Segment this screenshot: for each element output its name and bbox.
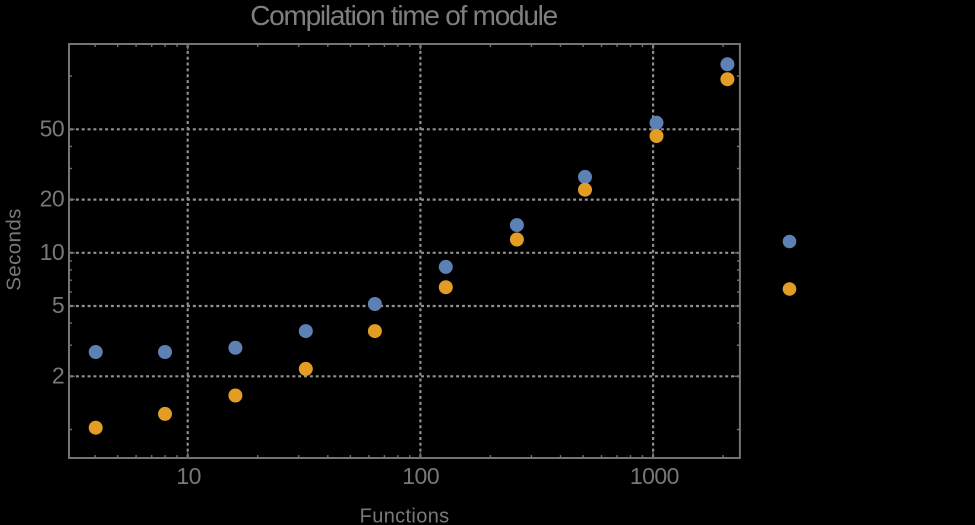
svg-text:5: 5 xyxy=(52,292,64,318)
svg-text:20: 20 xyxy=(40,186,65,212)
svg-text:100: 100 xyxy=(402,463,439,489)
svg-text:1000: 1000 xyxy=(630,463,679,489)
svg-text:Seconds: Seconds xyxy=(3,208,26,291)
svg-text:10: 10 xyxy=(40,239,65,265)
svg-text:Compilation time of module: Compilation time of module xyxy=(250,0,557,31)
svg-text:10: 10 xyxy=(176,463,201,489)
svg-text:Functions: Functions xyxy=(360,506,450,525)
svg-text:2: 2 xyxy=(52,362,64,388)
svg-text:50: 50 xyxy=(40,115,65,141)
